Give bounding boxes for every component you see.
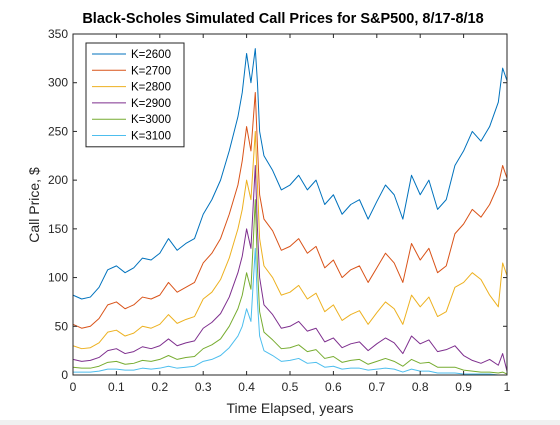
y-tick-label: 350 — [48, 27, 68, 41]
chart-title: Black-Scholes Simulated Call Prices for … — [82, 11, 483, 27]
y-tick-label: 250 — [48, 124, 68, 138]
y-axis-label: Call Price, $ — [26, 167, 42, 243]
axes-layer: 0 0.1 0.2 0.3 0.4 0.5 0.6 0.7 0.8 0.9 1 0 50 100 150 20… — [48, 27, 511, 394]
y-tick-label: 0 — [61, 368, 68, 382]
x-tick-label: 0.3 — [195, 380, 212, 394]
legend-label: K=3000 — [131, 114, 171, 126]
series-line-k-2900 — [72, 165, 508, 372]
x-tick-label: 0.6 — [325, 380, 342, 394]
series-line-k-2700 — [72, 91, 508, 329]
y-tick-label: 150 — [48, 222, 68, 236]
x-tick-label: 0.2 — [151, 380, 168, 394]
series-line-k-2600 — [72, 48, 508, 300]
legend-label: K=3100 — [131, 131, 171, 143]
series-line-k-2800 — [72, 130, 508, 350]
x-tick-label: 1 — [504, 380, 511, 394]
y-tick-label: 200 — [48, 173, 68, 187]
x-tick-label: 0.1 — [108, 380, 125, 394]
x-tick-label: 0.9 — [455, 380, 472, 394]
y-tick-label: 50 — [55, 319, 69, 333]
legend-box — [85, 42, 185, 148]
x-tick-label: 0.7 — [368, 380, 385, 394]
x-axis-label: Time Elapsed, years — [226, 400, 353, 416]
series-layer — [72, 48, 508, 376]
legend-label: K=2900 — [131, 98, 171, 110]
x-tick-label: 0.4 — [238, 380, 255, 394]
x-tick-label: 0.5 — [282, 380, 299, 394]
series-line-k-3100 — [73, 247, 507, 376]
x-tick-label: 0.8 — [412, 380, 429, 394]
series-line-k-3000 — [72, 199, 508, 375]
legend-label: K=2600 — [131, 49, 171, 61]
legend-label: K=2700 — [131, 65, 171, 77]
y-tick-label: 300 — [48, 76, 68, 90]
x-tick-label: 0 — [70, 380, 77, 394]
legend-label: K=2800 — [131, 82, 171, 94]
legend: K=2600 K=2700 K=2800 K=2900 K=3000 K=3100 — [85, 42, 185, 148]
y-tick-label: 100 — [48, 271, 68, 285]
